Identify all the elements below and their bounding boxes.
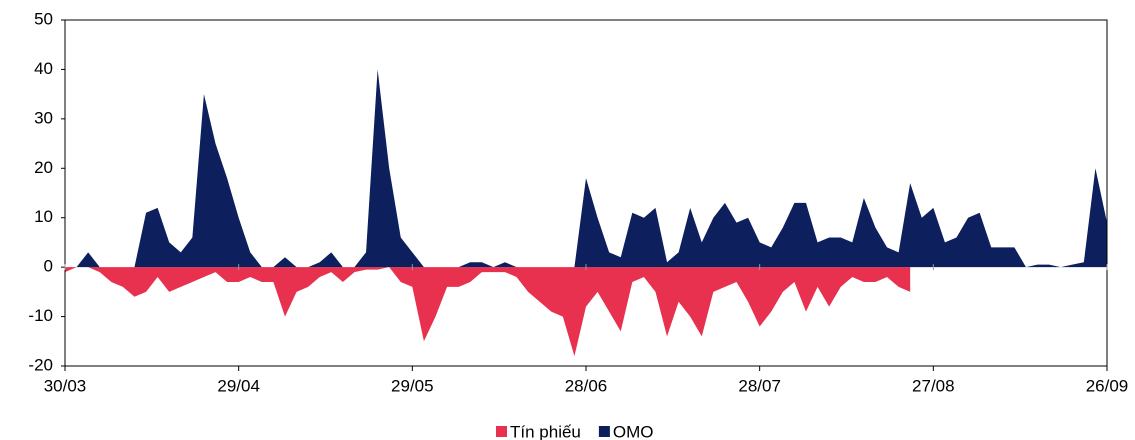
x-tick-label: 29/04 — [217, 376, 260, 395]
y-tick-label: 40 — [34, 59, 53, 78]
y-tick-label: 50 — [34, 9, 53, 28]
y-tick-label: 20 — [34, 158, 53, 177]
y-tick-label: 0 — [44, 257, 53, 276]
x-tick-label: 28/07 — [738, 376, 781, 395]
x-tick-label: 29/05 — [391, 376, 434, 395]
y-tick-label: 10 — [34, 207, 53, 226]
legend-swatch — [496, 426, 507, 437]
legend-label: Tín phiếu — [510, 422, 581, 440]
area — [65, 69, 1107, 268]
legend-swatch — [598, 426, 610, 437]
y-tick-label: -20 — [28, 355, 53, 374]
area — [65, 267, 911, 357]
legend-label: OMO — [613, 422, 654, 440]
x-tick-label: 28/06 — [565, 376, 608, 395]
x-tick-label: 30/03 — [44, 376, 87, 395]
x-tick-label: 26/09 — [1086, 376, 1129, 395]
x-tick-label: 27/08 — [912, 376, 955, 395]
y-tick-label: -10 — [28, 306, 53, 325]
y-tick-label: 30 — [34, 108, 53, 127]
